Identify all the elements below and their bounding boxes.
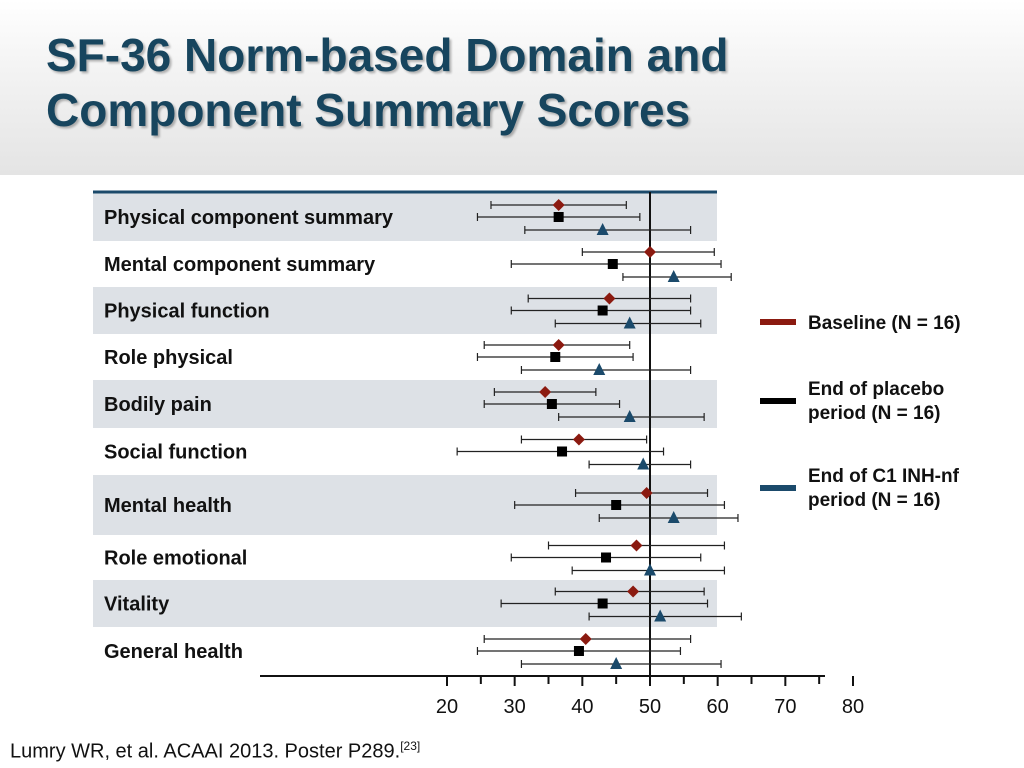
series-end-of-c1-inh-nf-period-n-16: [520, 223, 742, 669]
series-baseline-n-16: [483, 199, 726, 645]
point-diamond: [552, 199, 565, 211]
point-triangle: [654, 609, 667, 622]
point-triangle: [623, 316, 636, 329]
row-label-physical-function: Physical function: [104, 301, 270, 323]
row-label-role-emotional: Role emotional: [104, 548, 247, 570]
legend-label-2: End of placebo: [808, 379, 944, 400]
point-diamond: [644, 246, 656, 258]
x-tick-label-80: 80: [842, 696, 864, 718]
legend-label-1: Baseline (N = 16): [808, 313, 961, 334]
point-square: [601, 552, 612, 563]
point-square: [553, 212, 564, 222]
citation: Lumry WR, et al. ACAAI 2013. Poster P289…: [10, 739, 420, 764]
x-tick-label-40: 40: [571, 696, 593, 718]
row-label-bodily-pain: Bodily pain: [104, 394, 212, 416]
point-triangle: [637, 457, 650, 470]
point-diamond: [579, 633, 592, 645]
legend: Baseline (N = 16) End of placebo period (N…: [760, 313, 961, 511]
slide-title-line-1: SF-36 Norm-based Domain and: [46, 29, 729, 81]
row-label-physical-component-summary: Physical component summary: [104, 207, 394, 229]
point-diamond: [627, 585, 640, 598]
point-diamond: [539, 386, 552, 398]
x-tick-label-20: 20: [436, 696, 458, 718]
point-triangle: [610, 657, 623, 669]
legend-swatch-2: [760, 398, 796, 404]
legend-swatch-1: [760, 319, 796, 325]
point-diamond: [640, 487, 653, 499]
point-square: [557, 446, 568, 457]
slide-title-line-2: Component Summary Scores: [46, 84, 691, 136]
row-label-vitality: Vitality: [104, 594, 170, 616]
slide-title: SF-36 Norm-based Domain and Component Su…: [46, 28, 728, 138]
series-end-of-placebo-period-n-16: [456, 212, 726, 656]
row-label-mental-health: Mental health: [104, 495, 232, 517]
point-triangle: [667, 270, 680, 282]
row-label-mental-component-summary: Mental component summary: [104, 254, 376, 276]
point-diamond: [552, 339, 565, 351]
legend-label-3: End of C1 INH-nf: [808, 466, 960, 487]
point-triangle: [596, 223, 609, 235]
point-triangle: [667, 511, 680, 523]
citation-text: Lumry WR, et al. ACAAI 2013. Poster P289…: [10, 740, 401, 763]
point-diamond: [630, 539, 643, 552]
point-square: [597, 598, 608, 609]
point-diamond: [572, 433, 585, 446]
legend-label-3: period (N = 16): [808, 490, 941, 511]
x-tick-label-50: 50: [639, 696, 661, 718]
point-diamond: [603, 292, 616, 305]
point-square: [550, 352, 561, 362]
legend-label-2: period (N = 16): [808, 403, 941, 424]
point-square: [611, 500, 622, 510]
row-label-general-health: General health: [104, 641, 243, 663]
x-tick-label-70: 70: [774, 696, 796, 718]
legend-swatch-3: [760, 485, 796, 491]
point-square: [607, 259, 618, 269]
x-tick-label-30: 30: [504, 696, 526, 718]
x-tick-label-60: 60: [707, 696, 729, 718]
citation-reference: [23]: [400, 739, 421, 753]
point-square: [573, 646, 584, 656]
point-triangle: [593, 363, 606, 375]
x-axis-ticks: 20 30 40 50 60 70 80: [436, 676, 864, 718]
row-labels: Physical component summary Mental compone…: [104, 207, 394, 663]
row-label-role-physical: Role physical: [104, 347, 233, 369]
title-banner: [0, 0, 1024, 175]
point-triangle: [623, 410, 636, 422]
point-square: [546, 399, 557, 409]
point-triangle: [644, 563, 656, 576]
point-square: [597, 305, 608, 316]
row-label-social-function: Social function: [104, 442, 247, 464]
